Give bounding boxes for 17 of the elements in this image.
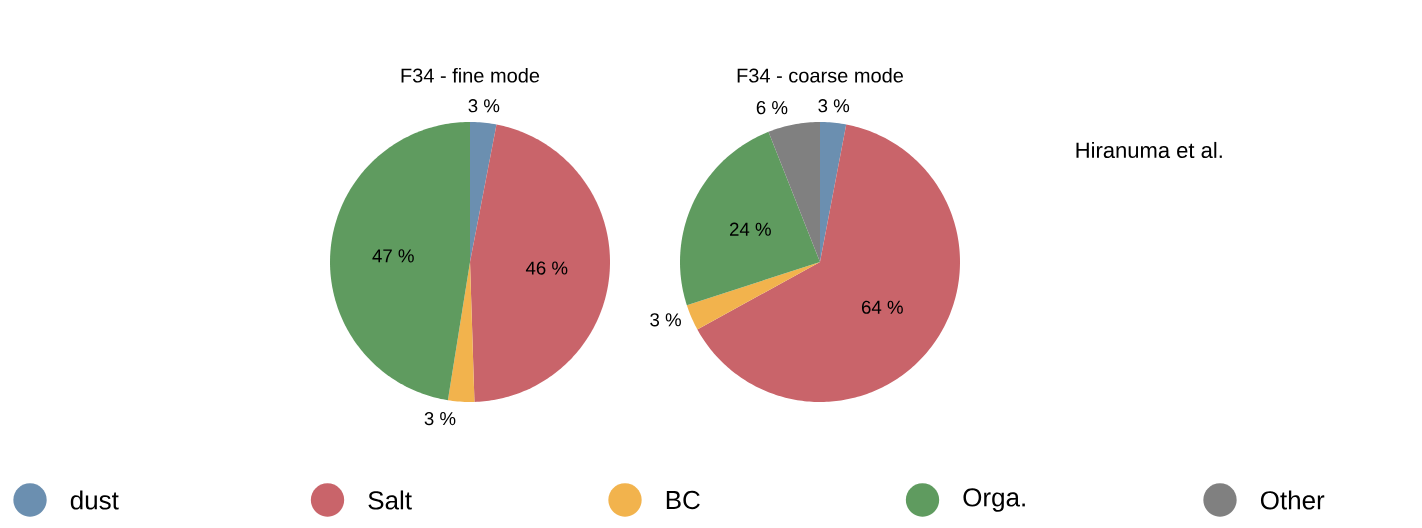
legend-label: Other (1260, 490, 1325, 510)
legend-label: Salt (368, 490, 412, 510)
legend-label: dust (70, 490, 119, 510)
chart-title: F34 - coarse mode (737, 67, 903, 83)
data-label: 3 % (818, 99, 850, 113)
data-label: 6 % (756, 101, 788, 115)
data-label: 47 % (372, 249, 414, 263)
text: Hiranuma et al. (1076, 141, 1222, 159)
data-label: 64 % (861, 300, 903, 314)
data-label: 3 % (468, 99, 500, 113)
legend-label: BC (666, 490, 700, 510)
data-label: 24 % (729, 222, 771, 236)
legend-label: Orga. (963, 488, 1025, 512)
data-label: 46 % (525, 261, 568, 275)
data-label: 3 % (650, 313, 681, 327)
chart-title: F34 - fine mode (401, 67, 540, 83)
data-label: 3 % (424, 411, 456, 426)
